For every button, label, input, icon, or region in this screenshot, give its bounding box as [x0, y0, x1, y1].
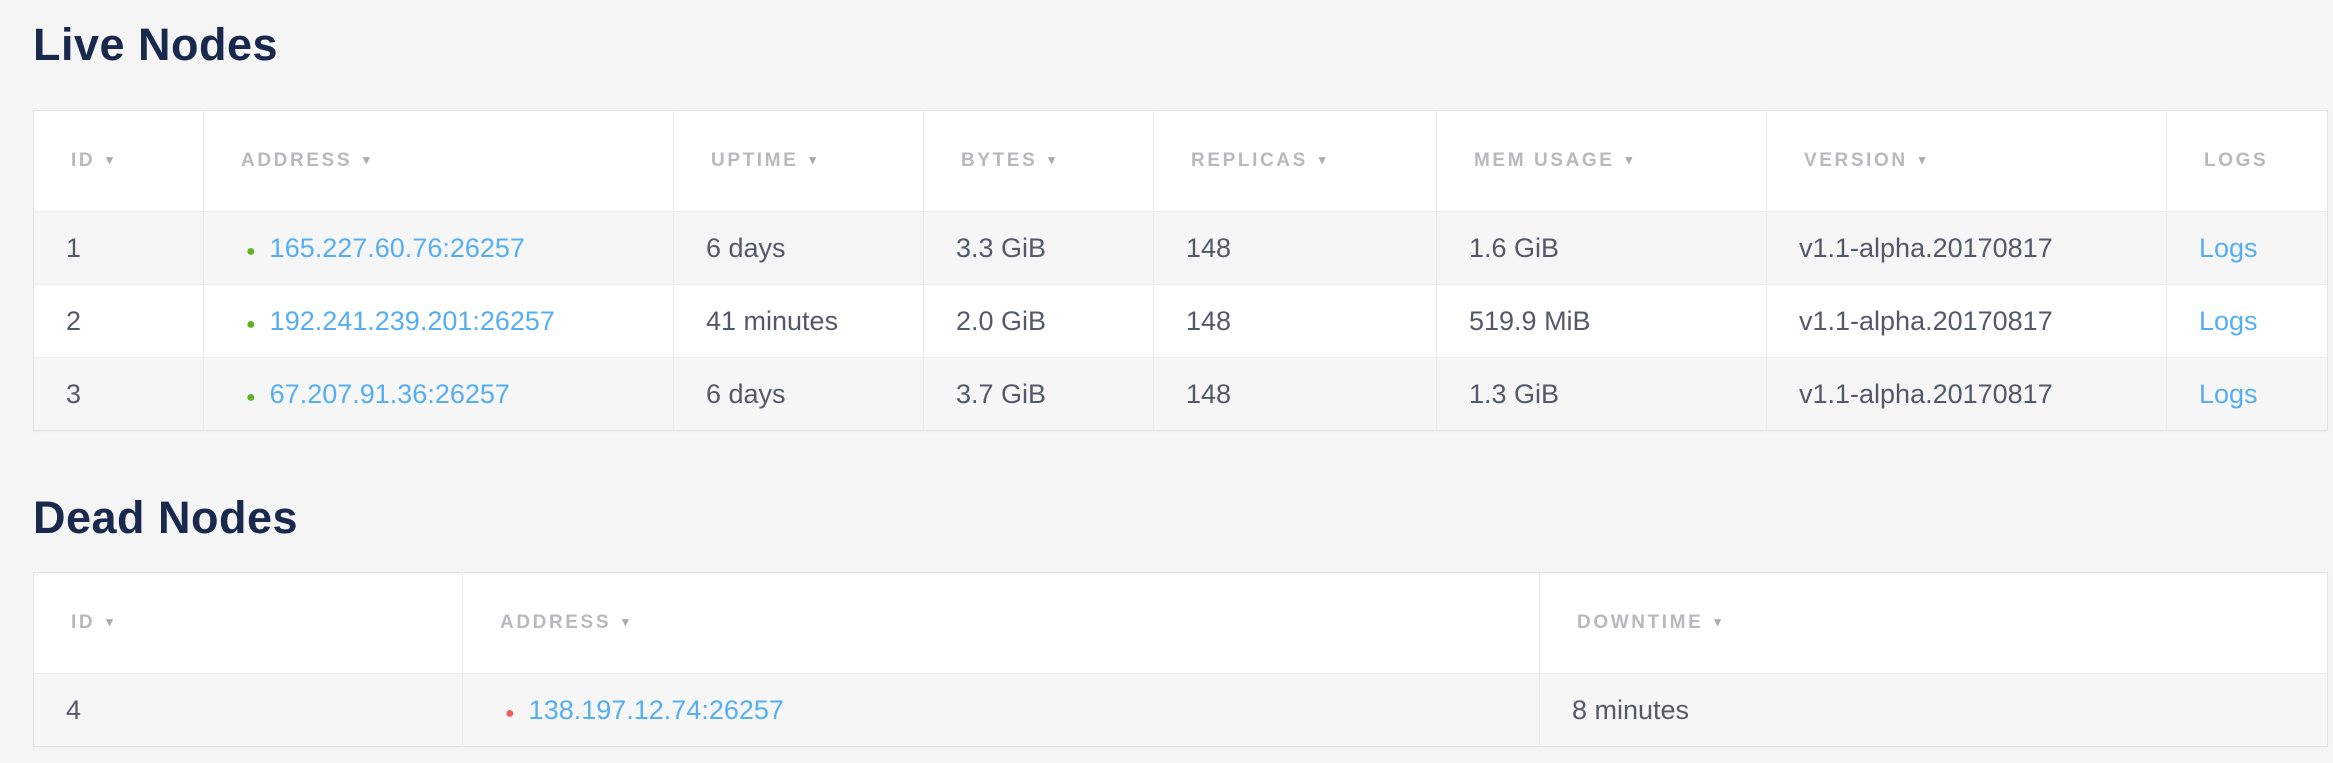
sort-arrow-icon: ▾ — [622, 614, 629, 629]
node-address-link[interactable]: 165.227.60.76:26257 — [269, 232, 525, 263]
table-row: 3 ● 67.207.91.36:26257 6 days 3.7 GiB 148… — [33, 357, 2328, 431]
live-nodes-table: ID ▾ ADDRESS ▾ UPTIME ▾ BYTES ▾ REPLICAS ▾ ME… — [33, 110, 2328, 431]
cell-node-address: ● 138.197.12.74:26257 — [462, 673, 1540, 747]
column-header-uptime[interactable]: UPTIME ▾ — [673, 110, 924, 212]
cell-logs: Logs — [2167, 358, 2328, 431]
column-header-downtime[interactable]: DOWNTIME ▾ — [1540, 573, 2328, 674]
cell-version: v1.1-alpha.20170817 — [1766, 211, 2167, 285]
cell-replicas: 148 — [1153, 357, 1437, 431]
column-header-label: REPLICAS — [1191, 150, 1308, 171]
column-header-label: VERSION — [1804, 150, 1908, 171]
cell-mem-usage: 1.3 GiB — [1436, 357, 1767, 431]
table-row: 1 ● 165.227.60.76:26257 6 days 3.3 GiB 14… — [33, 211, 2328, 285]
cell-node-id: 4 — [33, 673, 463, 747]
column-header-label: ADDRESS — [241, 150, 353, 171]
sort-arrow-icon: ▾ — [1714, 614, 1721, 629]
logs-link[interactable]: Logs — [2199, 232, 2258, 263]
column-header-label: MEM USAGE — [1474, 150, 1615, 171]
column-header-logs: LOGS — [2167, 111, 2328, 212]
column-header-id[interactable]: ID ▾ — [33, 572, 463, 674]
column-header-label: LOGS — [2204, 150, 2269, 171]
sort-arrow-icon: ▾ — [1048, 152, 1055, 167]
node-address-link[interactable]: 138.197.12.74:26257 — [528, 694, 784, 725]
cell-logs: Logs — [2167, 212, 2328, 285]
cell-node-address: ● 67.207.91.36:26257 — [203, 357, 674, 431]
table-row: 2 ● 192.241.239.201:26257 41 minutes 2.0 … — [33, 284, 2328, 358]
table-row: 4 ● 138.197.12.74:26257 8 minutes — [33, 673, 2328, 747]
column-header-id[interactable]: ID ▾ — [33, 110, 204, 212]
cell-version: v1.1-alpha.20170817 — [1766, 284, 2167, 358]
cell-replicas: 148 — [1153, 211, 1437, 285]
cell-node-id: 3 — [33, 357, 204, 431]
column-header-address[interactable]: ADDRESS ▾ — [462, 572, 1540, 674]
live-nodes-title: Live Nodes — [33, 19, 279, 70]
column-header-mem-usage[interactable]: MEM USAGE ▾ — [1436, 110, 1767, 212]
cell-uptime: 41 minutes — [673, 284, 924, 358]
nodes-page: Live Nodes ID ▾ ADDRESS ▾ UPTIME ▾ BYTES ▾ R… — [33, 19, 2328, 747]
sort-arrow-icon: ▾ — [809, 152, 816, 167]
cell-downtime: 8 minutes — [1572, 694, 1690, 725]
sort-arrow-icon: ▾ — [1918, 152, 1926, 167]
dead-header-row: ID ▾ ADDRESS ▾ DOWNTIME ▾ — [33, 572, 2328, 674]
logs-link[interactable]: Logs — [2199, 305, 2258, 336]
cell-bytes: 3.3 GiB — [923, 211, 1154, 285]
cell-version: v1.1-alpha.20170817 — [1766, 357, 2167, 431]
column-header-label: ID — [71, 150, 96, 171]
cell-uptime: 6 days — [673, 211, 924, 285]
column-header-label: UPTIME — [711, 150, 799, 171]
cell-mem-usage: 519.9 MiB — [1436, 284, 1767, 358]
cell-bytes: 3.7 GiB — [923, 357, 1154, 431]
dead-nodes-title: Dead Nodes — [33, 492, 299, 543]
sort-arrow-icon: ▾ — [106, 614, 113, 629]
sort-arrow-icon: ▾ — [1318, 152, 1326, 167]
node-address-link[interactable]: 67.207.91.36:26257 — [269, 378, 510, 409]
cell-bytes: 2.0 GiB — [923, 284, 1154, 358]
column-header-bytes[interactable]: BYTES ▾ — [923, 110, 1154, 212]
live-header-row: ID ▾ ADDRESS ▾ UPTIME ▾ BYTES ▾ REPLICAS ▾ ME… — [33, 110, 2328, 212]
cell-node-id: 1 — [33, 211, 204, 285]
dead-nodes-table: ID ▾ ADDRESS ▾ DOWNTIME ▾ 4 ● 138.197.12.74:… — [33, 572, 2328, 747]
column-header-replicas[interactable]: REPLICAS ▾ — [1153, 110, 1437, 212]
column-header-label: DOWNTIME — [1577, 612, 1704, 633]
sort-arrow-icon: ▾ — [106, 152, 113, 167]
cell-replicas: 148 — [1153, 284, 1437, 358]
column-header-address[interactable]: ADDRESS ▾ — [203, 110, 674, 212]
sort-arrow-icon: ▾ — [363, 152, 370, 167]
cell-node-address: ● 192.241.239.201:26257 — [203, 284, 674, 358]
column-header-label: ADDRESS — [500, 612, 612, 633]
sort-arrow-icon: ▾ — [1625, 152, 1633, 167]
logs-link[interactable]: Logs — [2199, 378, 2258, 409]
column-header-label: BYTES — [961, 150, 1038, 171]
cell-mem-usage: 1.6 GiB — [1436, 211, 1767, 285]
node-address-link[interactable]: 192.241.239.201:26257 — [269, 305, 555, 336]
cell-node-id: 2 — [33, 284, 204, 358]
cell-logs: Logs — [2167, 285, 2328, 358]
cell-uptime: 6 days — [673, 357, 924, 431]
column-header-version[interactable]: VERSION ▾ — [1766, 110, 2167, 212]
column-header-label: ID — [71, 612, 96, 633]
cell-node-address: ● 165.227.60.76:26257 — [203, 211, 674, 285]
